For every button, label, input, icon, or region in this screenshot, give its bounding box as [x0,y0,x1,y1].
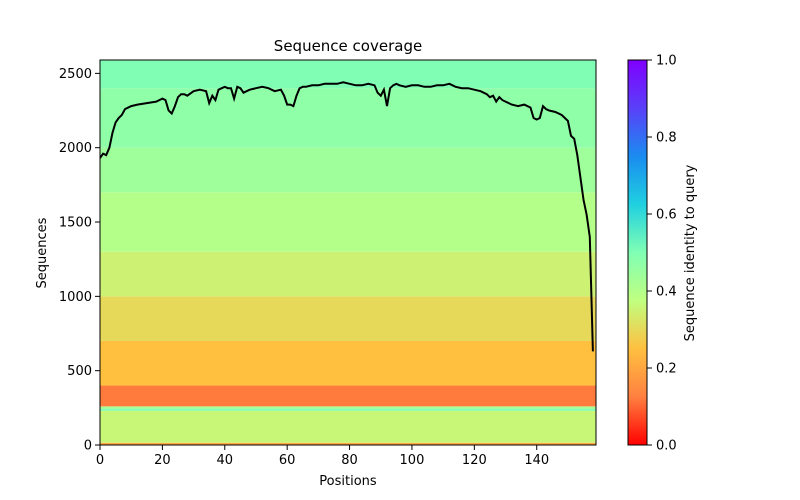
colorbar-tick-label: 0.4 [656,285,677,300]
identity-band [100,385,596,407]
chart-title: Sequence coverage [274,37,422,55]
colorbar-tick-label: 0.6 [656,208,677,223]
colorbar-label: Sequence identity to query [683,164,698,341]
x-tick-label: 100 [400,453,425,468]
x-tick-label: 140 [524,453,549,468]
identity-band [100,192,596,252]
coverage-line [100,81,594,352]
x-tick-label: 80 [341,453,358,468]
identity-band [100,340,596,386]
y-tick-label: 2500 [59,67,92,82]
x-tick-label: 60 [279,453,296,468]
y-tick-label: 1000 [59,290,92,305]
identity-band [100,408,596,411]
colorbar-tick-label: 0.0 [656,439,677,454]
colorbar [627,59,648,446]
identity-band [100,442,596,445]
identity-band [100,147,596,193]
identity-band [100,296,596,341]
y-axis: 0 500 1000 1500 2000 2500 [59,67,100,454]
x-axis-label: Positions [319,474,377,489]
y-tick-label: 0 [84,439,92,454]
y-tick-label: 2000 [59,141,92,156]
x-axis: 0 20 40 60 80 100 120 140 [96,445,549,468]
y-tick-label: 500 [67,364,92,379]
x-tick-label: 120 [462,453,487,468]
x-tick-label: 20 [154,453,171,468]
y-tick-label: 1500 [59,216,92,231]
identity-band [100,251,596,297]
identity-band [100,410,596,443]
x-tick-label: 40 [217,453,234,468]
colorbar-tick-label: 0.8 [656,131,677,146]
colorbar-tick-label: 1.0 [656,54,677,69]
colorbar-axis: 0.0 0.2 0.4 0.6 0.8 1.0 [647,54,677,454]
colorbar-tick-label: 0.2 [656,362,677,377]
identity-band [100,406,596,409]
plot-frame [99,59,597,446]
coverage-heatmap [100,60,596,445]
identity-band [100,88,596,148]
x-tick-label: 0 [96,453,104,468]
y-axis-label: Sequences [35,217,50,288]
